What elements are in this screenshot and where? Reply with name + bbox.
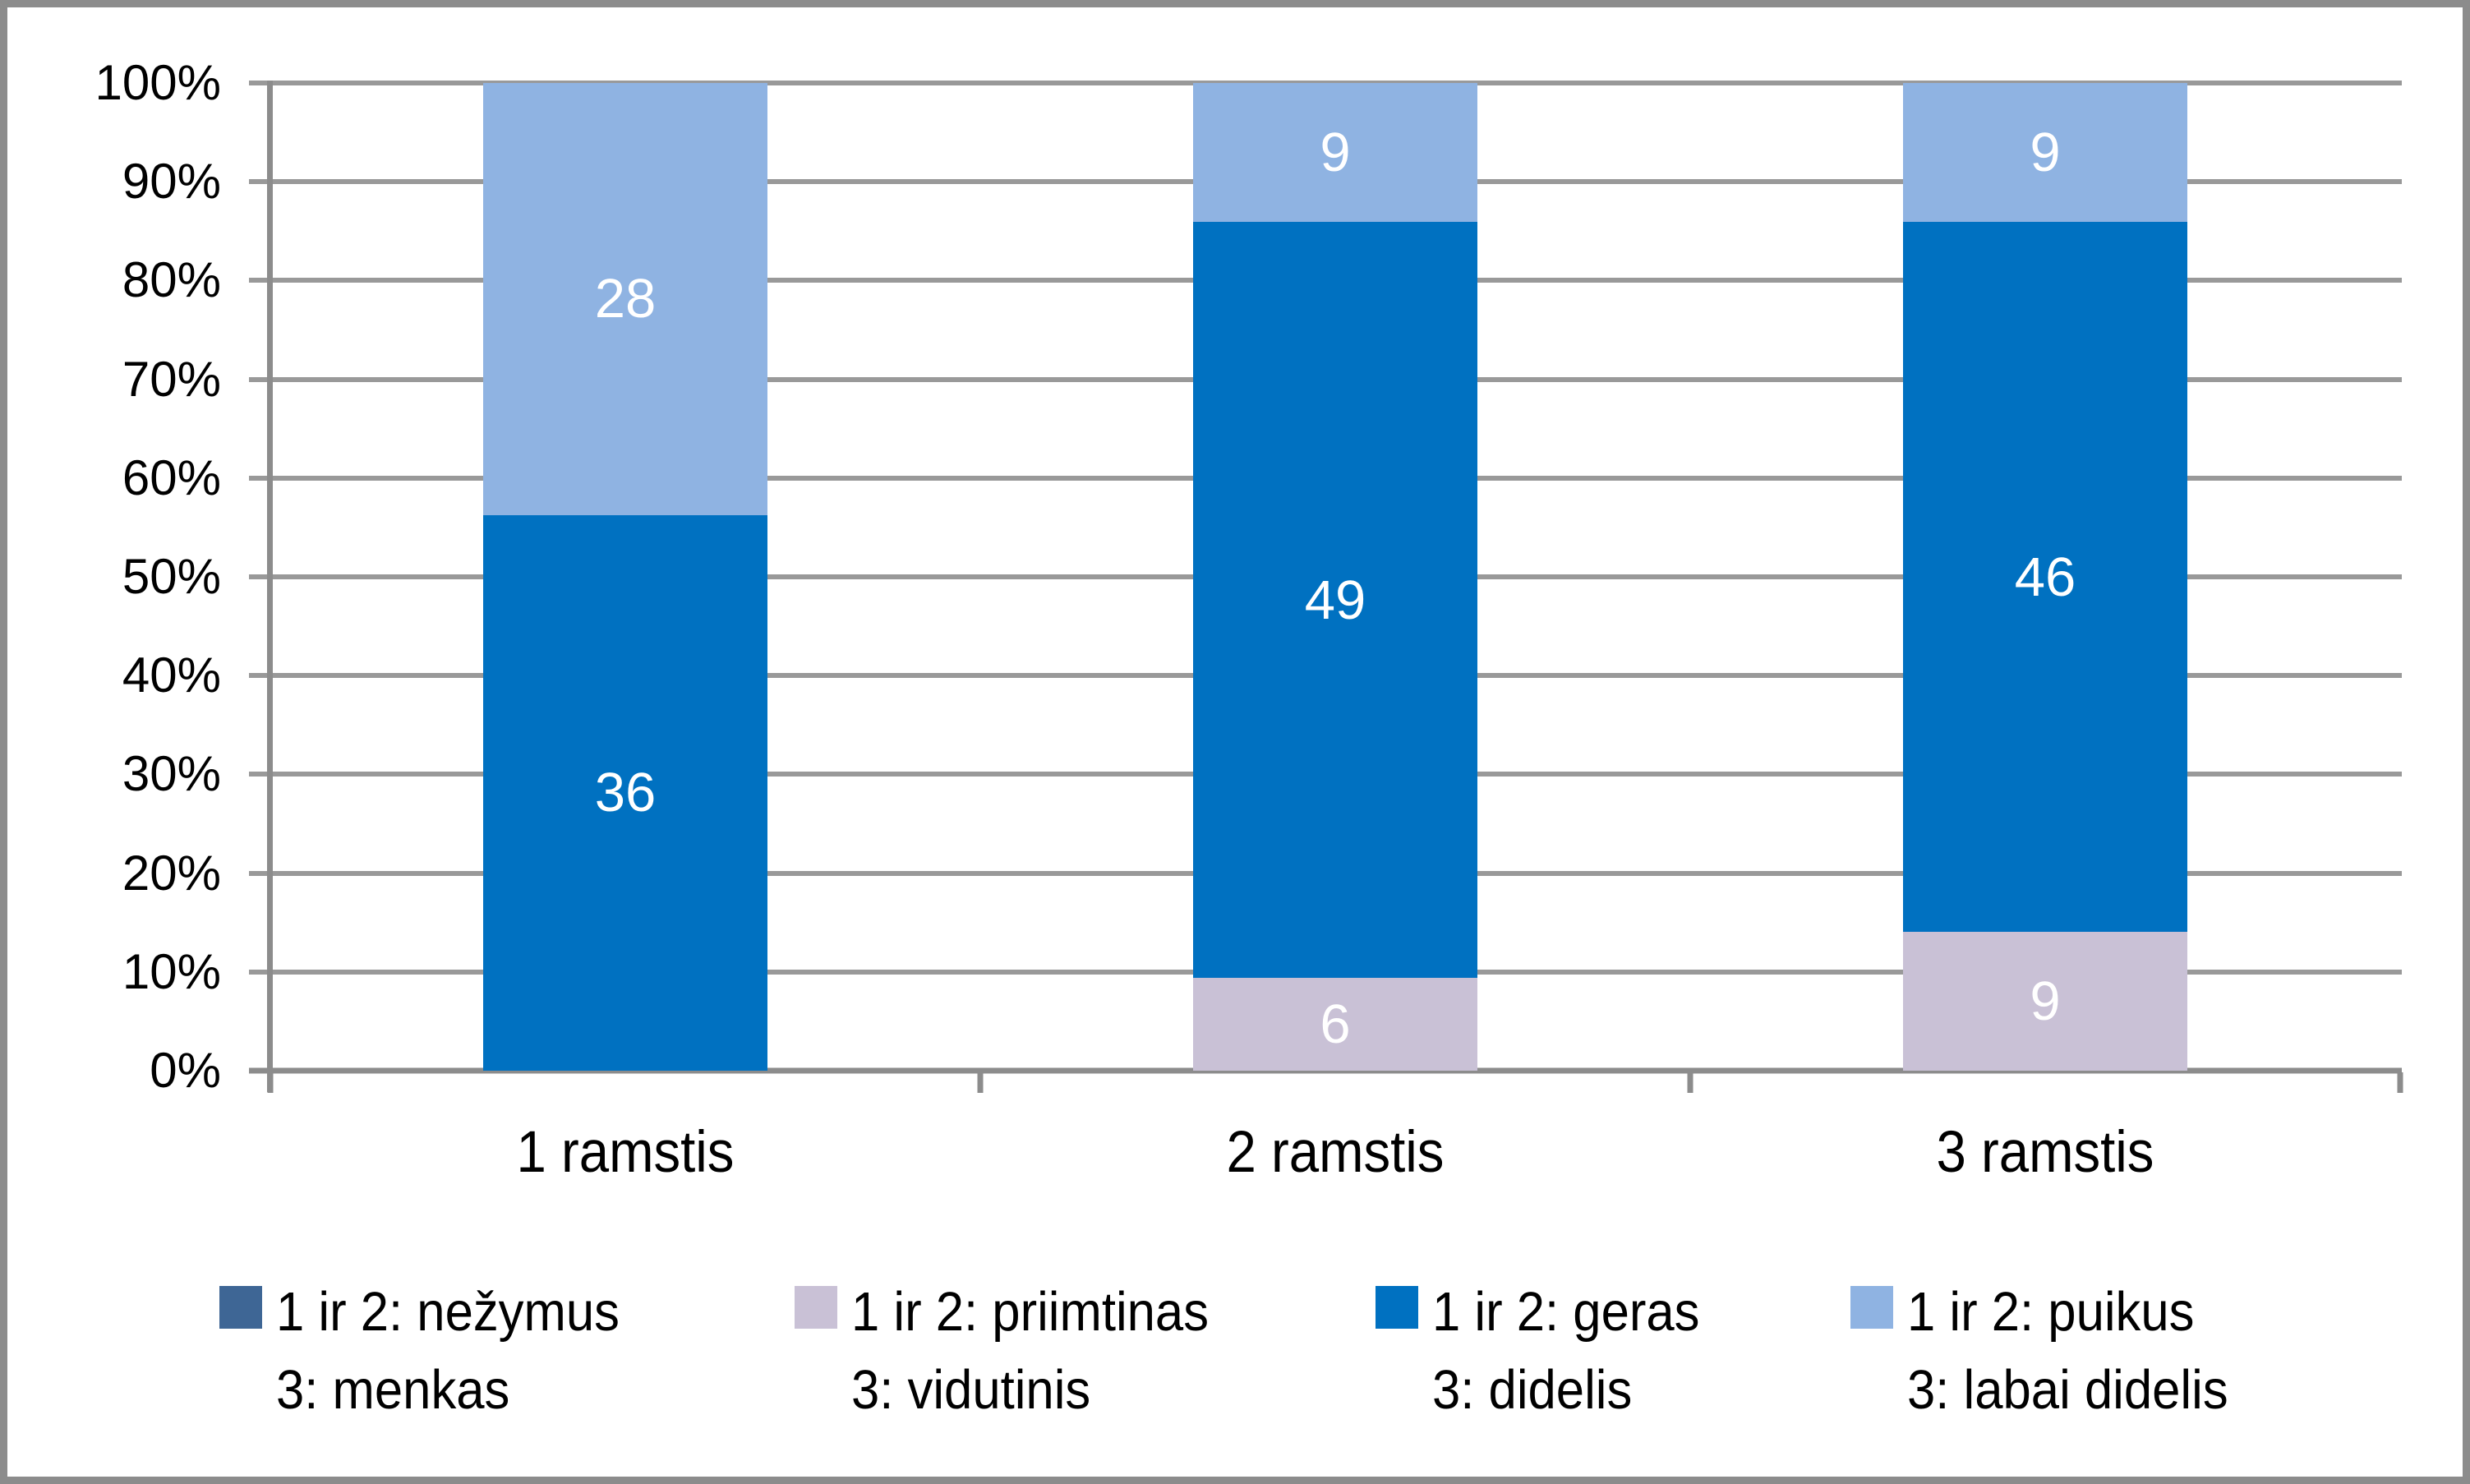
- legend-label: 1 ir 2: priimtinas 3: vidutinis: [851, 1273, 1209, 1429]
- bar-segment-series-2: 6: [1193, 978, 1477, 1071]
- bar-segment-series-4: 9: [1903, 83, 2187, 223]
- bar-value-label: 28: [594, 268, 657, 330]
- bar-value-label: 46: [2014, 546, 2076, 608]
- y-axis-tick-label: 10%: [122, 943, 221, 999]
- y-axis-tick-label: 70%: [122, 351, 221, 407]
- legend-label-line2: 3: labai didelis: [1907, 1359, 2228, 1421]
- bar-value-label: 9: [2030, 122, 2061, 184]
- legend-entry-4: 1 ir 2: puikus 3: labai didelis: [1850, 1273, 2256, 1429]
- x-axis-label-1: 1 ramstis: [516, 1120, 735, 1185]
- x-axis-label-3: 3 ramstis: [1936, 1120, 2154, 1185]
- legend-label-line2: 3: menkas: [276, 1359, 510, 1421]
- bar-column-2: 6 49 9: [980, 83, 1690, 1071]
- bar-value-label: 9: [2030, 970, 2061, 1032]
- legend-label-line1: 1 ir 2: puikus: [1907, 1281, 2195, 1343]
- y-axis-tick-label: 20%: [122, 845, 221, 901]
- bars-region: 36 28 6 49 9 9 46 9: [270, 83, 2400, 1071]
- bar-column-1: 36 28: [270, 83, 980, 1071]
- y-axis-tick-label: 50%: [122, 549, 221, 604]
- legend-entry-2: 1 ir 2: priimtinas 3: vidutinis: [795, 1273, 1240, 1429]
- x-axis-label-2: 2 ramstis: [1226, 1120, 1445, 1185]
- legend-swatch-icon: [1850, 1286, 1893, 1329]
- legend-swatch-icon: [1376, 1286, 1418, 1329]
- bar-segment-series-3: 36: [483, 514, 767, 1071]
- legend-label-line1: 1 ir 2: priimtinas: [851, 1281, 1210, 1343]
- y-axis-tick-label: 100%: [94, 55, 221, 110]
- legend-label-line2: 3: didelis: [1432, 1359, 1633, 1421]
- x-axis-labels: 1 ramstis 2 ramstis 3 ramstis: [270, 1123, 2400, 1182]
- plot-area: 0% 10% 20% 30% 40% 50% 60% 70% 80% 90% 100% 36 28 6 4…: [95, 58, 2403, 1095]
- y-axis-tick-label: 30%: [122, 746, 221, 802]
- y-axis-tick-label: 80%: [122, 252, 221, 308]
- y-axis-tick-label: 60%: [122, 449, 221, 505]
- y-axis-tick-label: 0%: [150, 1043, 221, 1098]
- bar-column-3: 9 46 9: [1690, 83, 2400, 1071]
- stacked-bar-3: 9 46 9: [1903, 83, 2187, 1071]
- legend-swatch-icon: [795, 1286, 837, 1329]
- legend-swatch-icon: [219, 1286, 262, 1329]
- x-axis-tick: [2397, 1072, 2403, 1093]
- legend-label: 1 ir 2: geras 3: didelis: [1432, 1273, 1699, 1429]
- y-axis-line: [267, 81, 273, 1092]
- bar-value-label: 9: [1320, 122, 1351, 184]
- y-axis-tick-label: 90%: [122, 154, 221, 210]
- x-axis-tick: [267, 1072, 274, 1093]
- x-axis-tick: [1687, 1072, 1694, 1093]
- legend-entry-1: 1 ir 2: nežymus 3: menkas: [219, 1273, 649, 1429]
- bar-value-label: 36: [594, 762, 657, 824]
- bar-segment-series-3: 46: [1903, 222, 2187, 932]
- y-axis-tick-label: 40%: [122, 648, 221, 703]
- stacked-bar-1: 36 28: [483, 83, 767, 1071]
- legend-label: 1 ir 2: puikus 3: labai didelis: [1907, 1273, 2228, 1429]
- bar-segment-series-3: 49: [1193, 222, 1477, 979]
- bar-value-label: 6: [1320, 993, 1351, 1056]
- legend-label-line1: 1 ir 2: nežymus: [276, 1281, 620, 1343]
- stacked-bar-2: 6 49 9: [1193, 83, 1477, 1071]
- bar-value-label: 49: [1304, 569, 1366, 631]
- bar-segment-series-4: 28: [483, 83, 767, 515]
- legend-label: 1 ir 2: nežymus 3: menkas: [276, 1273, 620, 1429]
- legend-label-line2: 3: vidutinis: [851, 1359, 1091, 1421]
- x-axis-tick: [977, 1072, 984, 1093]
- legend-label-line1: 1 ir 2: geras: [1432, 1281, 1700, 1343]
- bar-segment-series-4: 9: [1193, 83, 1477, 223]
- legend-entry-3: 1 ir 2: geras 3: didelis: [1376, 1273, 1723, 1429]
- gridline-0%: [249, 1067, 2402, 1074]
- bar-segment-series-2: 9: [1903, 931, 2187, 1071]
- legend: 1 ir 2: nežymus 3: menkas 1 ir 2: priimtin…: [7, 1273, 2463, 1445]
